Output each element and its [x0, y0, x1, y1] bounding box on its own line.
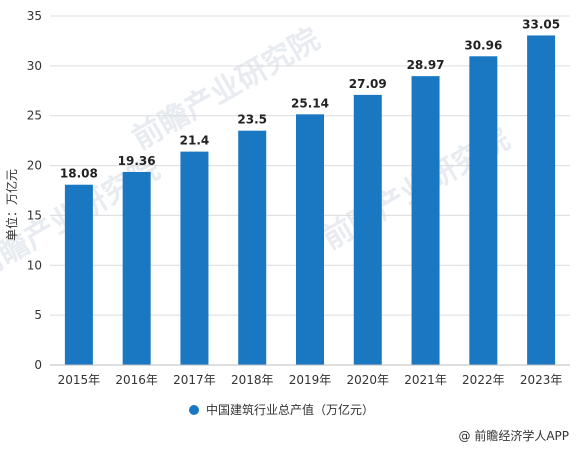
bar-value-label: 33.05	[522, 17, 560, 31]
x-tick-label: 2018年	[231, 373, 274, 387]
bar	[353, 94, 382, 366]
x-axis-ticks: 2015年 2016年 2017年 2018年 2019年 2020年 2021年 2022年…	[58, 373, 563, 387]
legend: 中国建筑行业总产值（万亿元）	[189, 402, 374, 417]
y-tick-label: 0	[34, 358, 42, 372]
bar	[527, 35, 556, 366]
y-tick-label: 30	[27, 59, 42, 73]
bar-value-label: 23.5	[237, 113, 267, 127]
x-tick-label: 2020年	[347, 373, 390, 387]
bar-value-label: 25.14	[291, 96, 329, 110]
y-tick-label: 5	[34, 308, 42, 322]
y-tick-label: 20	[27, 159, 42, 173]
source-credit: @ 前瞻经济学人APP	[459, 428, 570, 443]
x-tick-label: 2015年	[58, 373, 101, 387]
watermark-text: 前瞻产业研究院	[127, 22, 326, 157]
x-tick-label: 2017年	[173, 373, 216, 387]
y-tick-label: 10	[27, 258, 42, 272]
x-tick-label: 2022年	[462, 373, 505, 387]
bar-value-label: 27.09	[349, 77, 387, 91]
x-tick-label: 2023年	[520, 373, 563, 387]
x-tick-label: 2019年	[289, 373, 332, 387]
y-axis-label: 单位：万亿元	[4, 169, 19, 241]
bar	[296, 114, 324, 365]
y-tick-label: 35	[27, 9, 42, 23]
bar	[122, 171, 151, 365]
bar-value-label: 19.36	[118, 154, 156, 168]
bar-value-label: 21.4	[180, 134, 210, 148]
bar	[64, 184, 93, 365]
x-tick-label: 2021年	[404, 373, 447, 387]
bars	[64, 35, 556, 366]
y-axis-ticks: 0 5 10 15 20 25 30 35	[27, 9, 42, 372]
bar-value-label: 30.96	[464, 38, 502, 52]
data-labels: 18.08 19.36 21.4 23.5 25.14 27.09 28.97 30.96 33…	[60, 17, 560, 180]
bar	[180, 151, 209, 365]
bar	[469, 56, 498, 365]
legend-label: 中国建筑行业总产值（万亿元）	[206, 402, 374, 417]
y-tick-label: 25	[27, 109, 42, 123]
y-tick-label: 15	[27, 208, 42, 222]
legend-marker	[189, 405, 199, 415]
x-tick-label: 2016年	[115, 373, 158, 387]
bar	[238, 130, 267, 365]
bar-value-label: 18.08	[60, 167, 98, 181]
bar-value-label: 28.97	[407, 58, 445, 72]
bar	[411, 76, 440, 365]
